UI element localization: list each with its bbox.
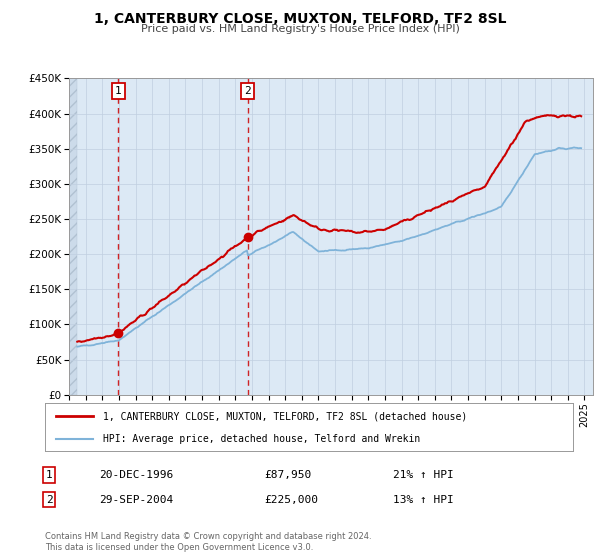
Text: 29-SEP-2004: 29-SEP-2004 — [99, 494, 173, 505]
Text: 21% ↑ HPI: 21% ↑ HPI — [393, 470, 454, 480]
Text: 1: 1 — [115, 86, 122, 96]
Text: 2: 2 — [46, 494, 53, 505]
Text: 2: 2 — [244, 86, 251, 96]
Text: Contains HM Land Registry data © Crown copyright and database right 2024.: Contains HM Land Registry data © Crown c… — [45, 532, 371, 541]
Text: 13% ↑ HPI: 13% ↑ HPI — [393, 494, 454, 505]
Text: HPI: Average price, detached house, Telford and Wrekin: HPI: Average price, detached house, Telf… — [103, 434, 421, 444]
Text: 1, CANTERBURY CLOSE, MUXTON, TELFORD, TF2 8SL: 1, CANTERBURY CLOSE, MUXTON, TELFORD, TF… — [94, 12, 506, 26]
Bar — [69, 78, 77, 395]
Text: £87,950: £87,950 — [264, 470, 311, 480]
Text: 20-DEC-1996: 20-DEC-1996 — [99, 470, 173, 480]
Text: £225,000: £225,000 — [264, 494, 318, 505]
Text: Price paid vs. HM Land Registry's House Price Index (HPI): Price paid vs. HM Land Registry's House … — [140, 24, 460, 34]
Text: 1, CANTERBURY CLOSE, MUXTON, TELFORD, TF2 8SL (detached house): 1, CANTERBURY CLOSE, MUXTON, TELFORD, TF… — [103, 411, 467, 421]
Text: This data is licensed under the Open Government Licence v3.0.: This data is licensed under the Open Gov… — [45, 543, 313, 552]
Text: 1: 1 — [46, 470, 53, 480]
